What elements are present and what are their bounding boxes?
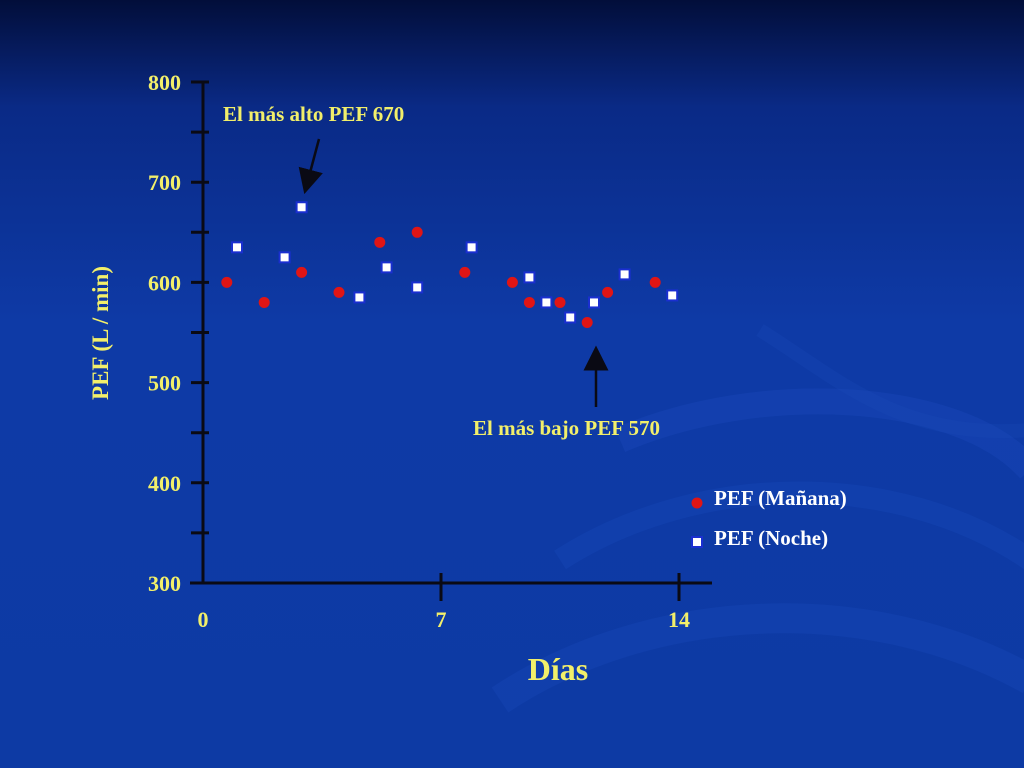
x-tick-label: 0	[198, 607, 209, 632]
point-night	[295, 201, 308, 214]
point-morning	[221, 276, 233, 288]
x-axis-title: Días	[528, 651, 588, 687]
x-tick-label: 7	[436, 607, 447, 632]
point-morning	[296, 266, 308, 278]
point-night	[666, 289, 679, 302]
y-tick-label: 800	[148, 70, 181, 95]
point-morning	[554, 296, 566, 308]
point-morning	[411, 226, 423, 238]
point-night	[618, 268, 631, 281]
point-morning	[333, 286, 345, 298]
y-tick-label: 700	[148, 170, 181, 195]
y-tick-label: 600	[148, 270, 181, 295]
point-night	[278, 251, 291, 264]
legend-night-marker	[691, 536, 703, 548]
y-tick-label: 300	[148, 571, 181, 596]
x-tick-label: 14	[668, 607, 690, 632]
point-morning	[523, 296, 535, 308]
y-axis-title: PEF (L / min)	[88, 266, 113, 400]
annotation-lowest: El más bajo PEF 570	[473, 416, 660, 440]
arrow-highest	[298, 138, 323, 195]
legend: PEF (Mañana) PEF (Noche)	[691, 486, 847, 550]
y-tick-label: 400	[148, 471, 181, 496]
point-night	[564, 311, 577, 324]
point-morning	[258, 296, 270, 308]
point-morning	[581, 316, 593, 328]
point-night	[540, 296, 553, 309]
point-morning	[602, 286, 614, 298]
point-morning	[374, 236, 386, 248]
legend-night-label: PEF (Noche)	[714, 526, 828, 550]
point-night	[231, 241, 243, 254]
point-night	[588, 296, 600, 309]
point-morning	[649, 276, 661, 288]
point-night	[411, 281, 424, 294]
legend-morning-marker	[691, 497, 703, 509]
axes	[190, 80, 712, 601]
point-night	[353, 291, 366, 304]
x-tick-labels: 0 7 14	[198, 607, 691, 632]
point-night	[380, 261, 393, 274]
legend-morning-label: PEF (Mañana)	[714, 486, 847, 510]
point-night	[523, 271, 536, 284]
background-swirls	[491, 324, 1024, 713]
y-tick-labels: 300 400 500 600 700 800	[148, 70, 181, 596]
point-morning	[459, 266, 471, 278]
point-morning	[506, 276, 518, 288]
y-tick-label: 500	[148, 371, 181, 396]
point-night	[465, 241, 478, 254]
data-points	[221, 201, 679, 328]
annotation-highest: El más alto PEF 670	[223, 102, 404, 126]
